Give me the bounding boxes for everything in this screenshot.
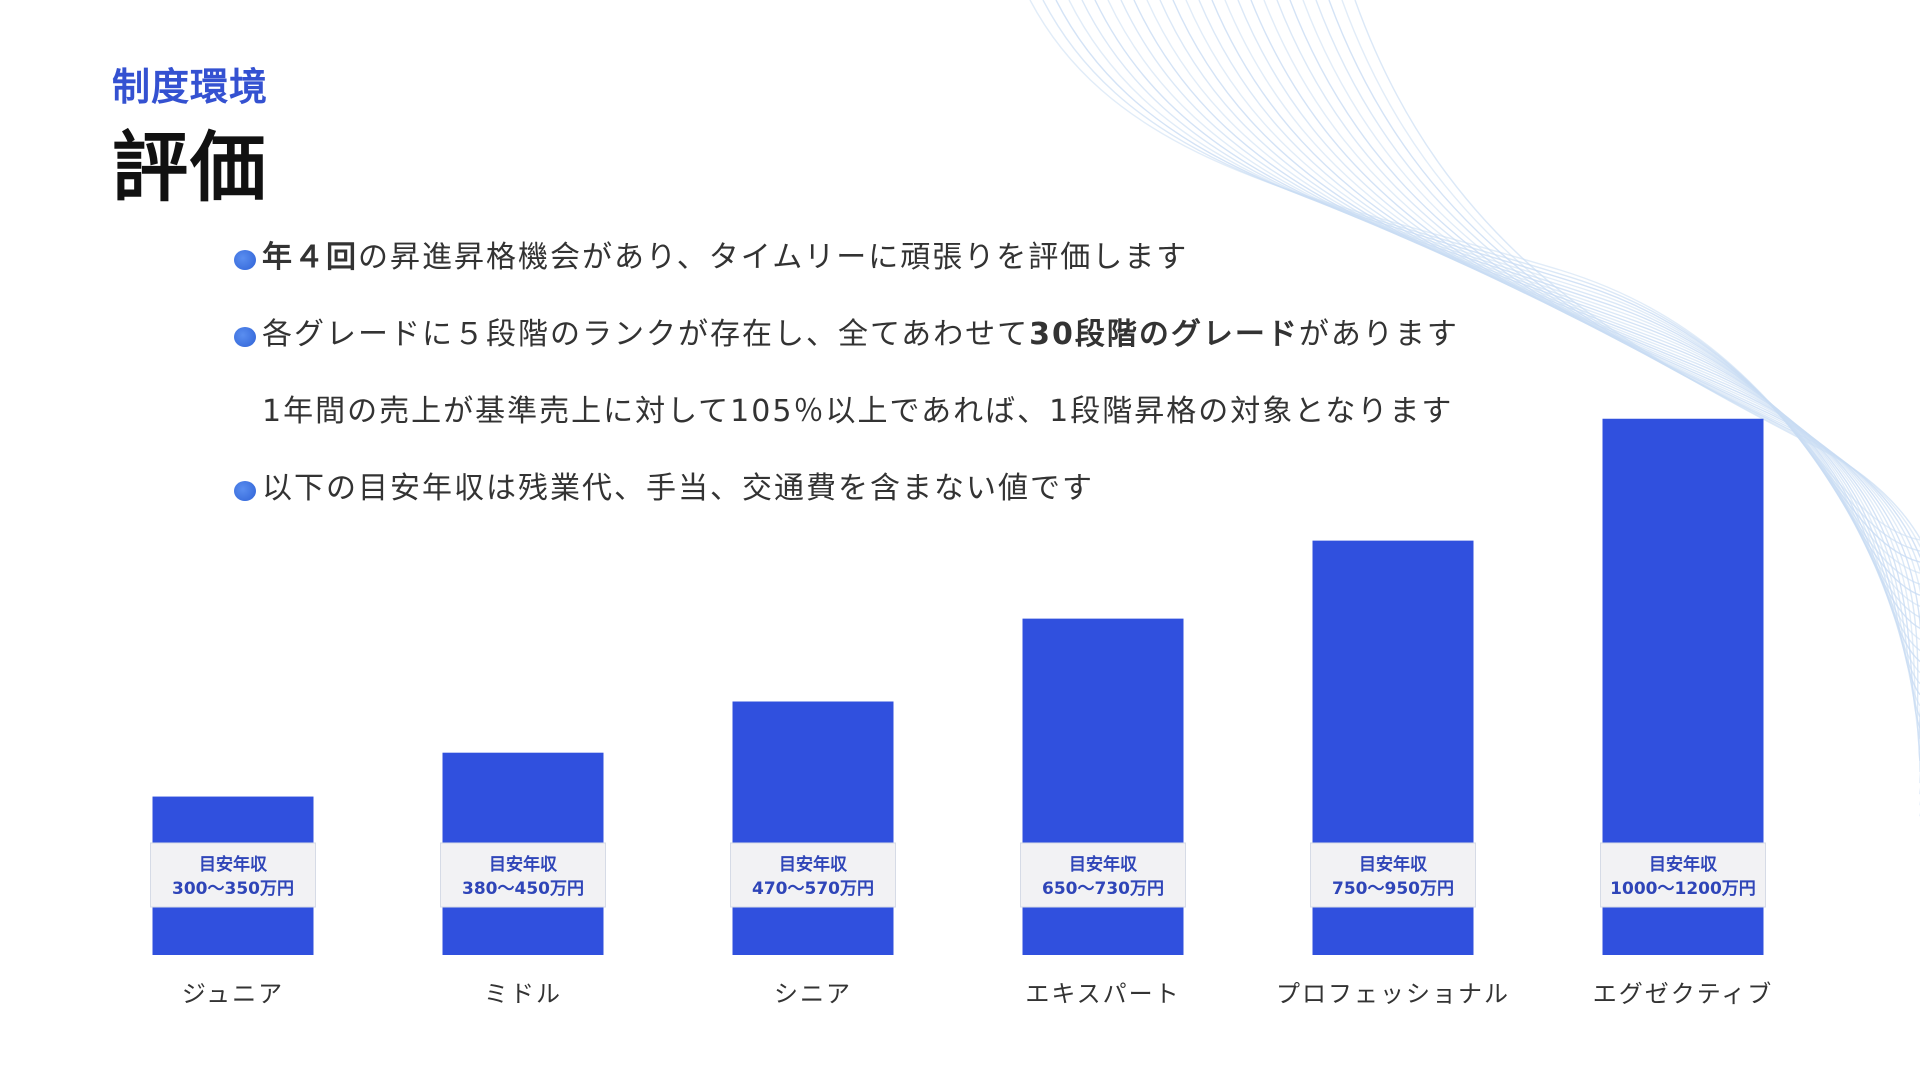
category-label: ミドル [484,980,562,1008]
bullet-text: 1年間の売上が基準売上に対して105％以上であれば、1段階昇格の対象となります [262,394,1454,429]
data-label-box [440,842,606,908]
data-label-title: 目安年収 [489,854,558,875]
bullet-dot-icon [234,250,256,270]
category-label: エグゼクティブ [1593,980,1774,1008]
data-label-range: 1000～1200万円 [1610,879,1756,899]
data-label-range: 300～350万円 [172,879,294,899]
bullet-item-promotion-rule: 1年間の売上が基準売上に対して105％以上であれば、1段階昇格の対象となります [262,390,1453,434]
data-label-box [1020,842,1186,908]
category-label: シニア [774,980,852,1008]
data-label-title: 目安年収 [779,854,848,875]
data-label-box [150,842,316,908]
bullet-bold-text: 年４回 [262,240,358,275]
bar-3 [732,701,894,955]
bullet-text: の昇進昇格機会があり、タイムリーに頑張りを評価します [358,240,1189,275]
data-label-title: 目安年収 [1649,854,1718,875]
data-label-title: 目安年収 [199,854,268,875]
category-label: エキスパート [1025,980,1180,1008]
bullet-text-post: があります [1298,317,1459,352]
data-label-range: 750～950万円 [1332,879,1454,899]
bullet-item-grade-ranks: 各グレードに５段階のランクが存在し、全てあわせて30段階のグレードがあります [234,313,1459,357]
data-label-range: 380～450万円 [462,879,584,899]
category-label: ジュニア [182,980,284,1008]
data-label-box [1310,842,1476,908]
data-label-range: 470～570万円 [752,879,874,899]
data-label-title: 目安年収 [1069,854,1138,875]
data-label-range: 650～730万円 [1042,879,1164,899]
category-label: プロフェッショナル [1276,980,1510,1008]
section-label: 制度環境 [112,65,269,109]
bullet-dot-icon [234,481,256,501]
data-label-box [730,842,896,908]
bullet-text: 以下の目安年収は残業代、手当、交通費を含まない値です [262,471,1094,506]
bullet-item-review-frequency: 年４回の昇進昇格機会があり、タイムリーに頑張りを評価します [234,236,1189,280]
data-label-box [1600,842,1766,908]
bullet-bold-text: 30段階のグレード [1029,317,1299,352]
page-title: 評価 [112,123,268,212]
bullet-text-pre: 各グレードに５段階のランクが存在し、全てあわせて [262,317,1030,352]
bullet-dot-icon [234,327,256,347]
data-label-title: 目安年収 [1359,854,1428,875]
bullet-item-salary-note: 以下の目安年収は残業代、手当、交通費を含まない値です [234,467,1094,511]
